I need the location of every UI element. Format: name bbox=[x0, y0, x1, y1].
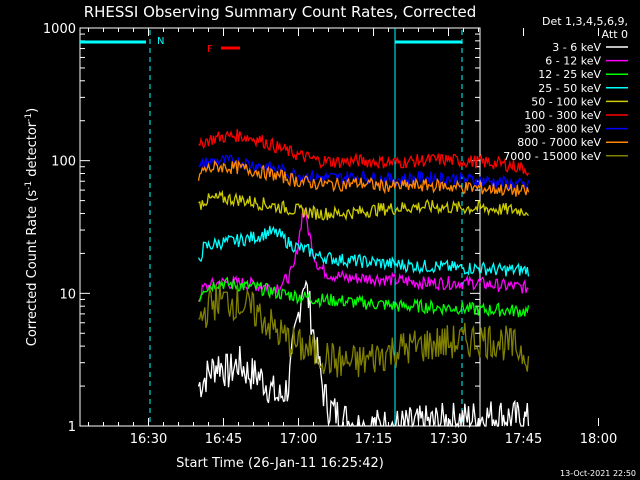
flare-marker-label: F bbox=[207, 44, 213, 55]
x-tick-label: 17:45 bbox=[505, 432, 542, 447]
series-line bbox=[198, 154, 530, 191]
legend-label: 7000 - 15000 keV bbox=[503, 150, 601, 163]
y-tick-label: 10 bbox=[59, 287, 76, 302]
legend-header: Det 1,3,4,5,6,9, bbox=[542, 15, 628, 28]
series-line bbox=[198, 283, 530, 378]
series-line bbox=[197, 279, 530, 429]
legend-label: 50 - 100 keV bbox=[531, 95, 601, 108]
y-axis-label-sup: -1 bbox=[24, 181, 34, 190]
y-tick-label: 1000 bbox=[43, 22, 76, 37]
x-tick-label: 16:30 bbox=[130, 432, 167, 447]
x-tick-label: 18:00 bbox=[580, 432, 617, 447]
y-axis-label-part: detector bbox=[25, 121, 40, 181]
x-tick-label: 17:15 bbox=[355, 432, 392, 447]
y-axis-label: Corrected Count Rate (s-1 detector-1) bbox=[24, 108, 40, 346]
legend-label: 12 - 25 keV bbox=[538, 68, 601, 81]
x-tick-label: 17:00 bbox=[280, 432, 317, 447]
plot-frame bbox=[79, 27, 481, 427]
y-tick-label: 1 bbox=[68, 420, 76, 435]
legend-label: 100 - 300 keV bbox=[524, 109, 601, 122]
x-axis-label: Start Time (26-Jan-11 16:25:42) bbox=[176, 456, 384, 471]
footer-timestamp: 13-Oct-2021 22:50 bbox=[560, 469, 636, 478]
series-line bbox=[198, 128, 530, 177]
x-tick-label: 16:45 bbox=[205, 432, 242, 447]
x-tick-label: 17:30 bbox=[430, 432, 467, 447]
series-line bbox=[198, 276, 530, 318]
y-axis-label-part: ) bbox=[25, 108, 40, 113]
annotations: NF bbox=[157, 36, 213, 55]
y-axis: 1 10 100 1000 bbox=[43, 22, 480, 435]
legend-label: 800 - 7000 keV bbox=[517, 136, 601, 149]
y-axis-label-sup: -1 bbox=[24, 113, 34, 122]
series-line bbox=[198, 189, 529, 222]
chart-title: RHESSI Observing Summary Count Rates, Co… bbox=[84, 3, 477, 21]
legend-label: 300 - 800 keV bbox=[524, 123, 601, 136]
night-marker-label: N bbox=[157, 36, 164, 47]
series-line bbox=[197, 225, 530, 277]
attenuator-markers bbox=[80, 28, 463, 426]
series-line bbox=[197, 159, 530, 197]
legend-label: 3 - 6 keV bbox=[552, 41, 601, 54]
y-tick-label: 100 bbox=[51, 155, 76, 170]
legend-header: Att 0 bbox=[602, 28, 628, 41]
legend-label: 25 - 50 keV bbox=[538, 82, 601, 95]
x-axis: 16:30 16:45 17:00 17:15 17:30 17:45 18:00 bbox=[88, 28, 617, 447]
y-axis-label-part: Corrected Count Rate (s bbox=[25, 190, 40, 347]
data-series bbox=[197, 128, 530, 429]
legend-label: 6 - 12 keV bbox=[545, 55, 601, 68]
